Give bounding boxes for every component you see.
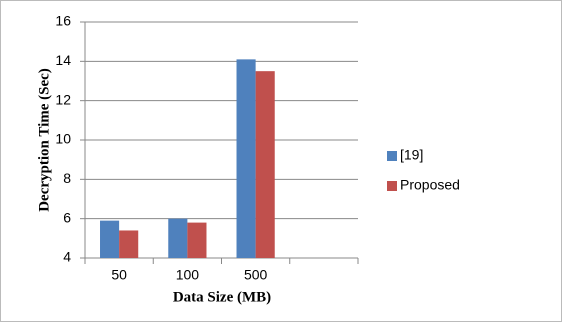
y-tick-label: 4 [63, 249, 71, 265]
y-tick-label: 8 [63, 170, 71, 186]
bar [119, 230, 139, 258]
x-tick-label: 50 [111, 267, 127, 283]
x-axis-label: Data Size (MB) [173, 289, 271, 305]
legend-swatch [387, 181, 397, 191]
bar [100, 220, 120, 258]
legend-swatch [387, 151, 397, 161]
legend-label: Proposed [400, 177, 460, 193]
x-tick-label: 500 [244, 267, 268, 283]
y-axis-label: Decryption Time (Sec) [36, 68, 52, 212]
y-tick-label: 16 [55, 13, 71, 29]
bar [236, 59, 256, 258]
x-tick-label: 100 [176, 267, 200, 283]
bar [255, 71, 275, 259]
y-tick-label: 10 [55, 131, 71, 147]
y-tick-label: 6 [63, 209, 71, 225]
bar [168, 218, 188, 258]
y-tick-label: 14 [55, 52, 71, 68]
y-tick-label: 12 [55, 91, 71, 107]
legend-label: [19] [400, 147, 423, 163]
bar [187, 222, 207, 258]
